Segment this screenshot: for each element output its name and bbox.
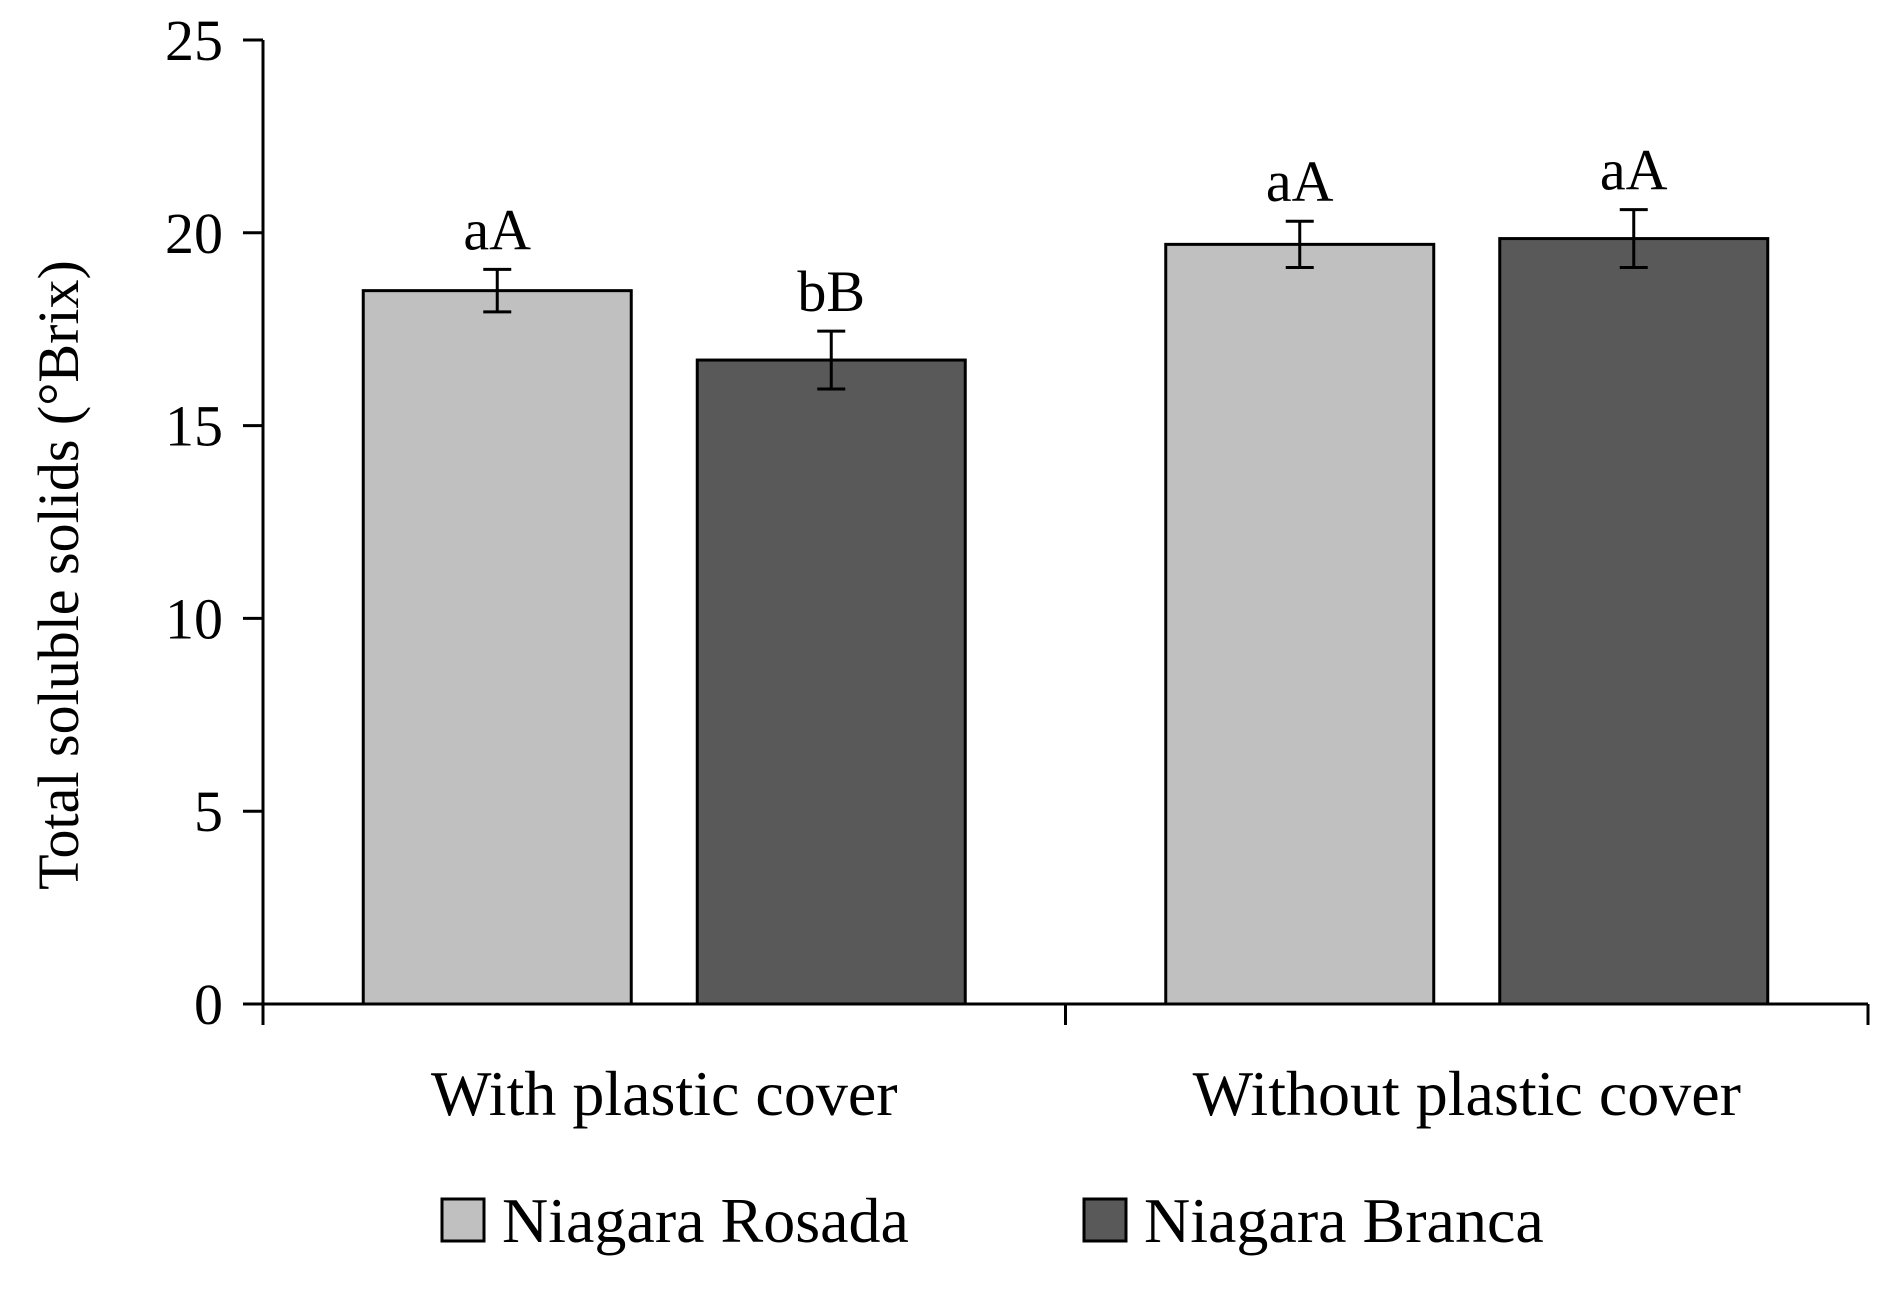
y-axis-title: Total soluble solids (°Brix) xyxy=(26,260,91,890)
legend-label: Niagara Rosada xyxy=(502,1185,909,1256)
data-label: aA xyxy=(1266,149,1334,214)
x-tick-label: With plastic cover xyxy=(431,1058,898,1129)
y-tick-label: 25 xyxy=(165,8,223,73)
y-tick-label: 10 xyxy=(165,586,223,651)
legend-swatch xyxy=(440,1197,486,1243)
legend-label: Niagara Branca xyxy=(1144,1185,1544,1256)
bar xyxy=(695,358,967,1006)
y-tick-label: 0 xyxy=(194,972,223,1037)
legend-swatch xyxy=(1082,1197,1128,1243)
y-tick-label: 5 xyxy=(194,779,223,844)
bar xyxy=(1164,242,1436,1006)
x-tick-label: Without plastic cover xyxy=(1193,1058,1741,1129)
plot-area: aA aA bB aA 0 5 10 15 20 25 With plastic cover With… xyxy=(165,8,1870,1256)
data-label: bB xyxy=(797,259,865,324)
bar xyxy=(361,289,633,1006)
data-label: aA xyxy=(1600,138,1668,203)
y-tick-label: 20 xyxy=(165,201,223,266)
bar xyxy=(1498,237,1770,1006)
y-tick-label: 15 xyxy=(165,394,223,459)
data-label: aA xyxy=(463,197,531,262)
